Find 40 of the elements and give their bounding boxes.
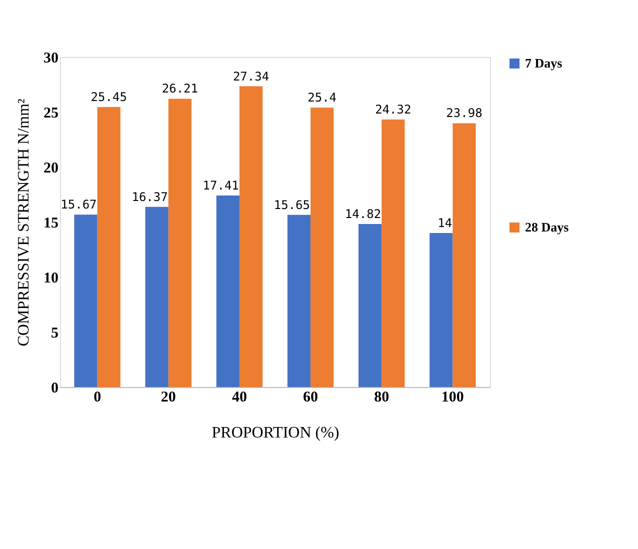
data-label: 17.41 [202, 178, 239, 192]
bar [382, 119, 405, 387]
data-label: 16.37 [132, 190, 168, 204]
data-label: 24.32 [375, 102, 412, 116]
x-tick-label: 100 [441, 390, 464, 406]
y-tick-label: 5 [51, 326, 58, 342]
data-label: 14.82 [344, 206, 382, 221]
data-label: 25.4 [308, 90, 337, 105]
x-tick-label: 20 [160, 390, 176, 406]
x-tick-label: 60 [303, 390, 318, 406]
data-label: 15.65 [274, 198, 310, 212]
bar [452, 123, 476, 387]
x-tick-label: 0 [94, 390, 102, 406]
bar [145, 206, 168, 387]
data-label: 25.45 [90, 90, 127, 104]
legend-label: 28 Days [525, 220, 569, 234]
data-label: 23.98 [446, 106, 482, 120]
bar [310, 108, 334, 387]
y-tick-label: 10 [44, 270, 58, 286]
bar [239, 86, 263, 387]
data-label: 15.67 [60, 198, 97, 212]
y-tick-label: 25 [44, 106, 58, 122]
y-axis-title: COMPRESSIVE STRENGTH N/mm² [16, 98, 32, 346]
legend-label: 7 Days [525, 56, 562, 70]
bar [74, 214, 98, 387]
y-tick-label: 20 [44, 160, 58, 176]
data-label: 14 [438, 216, 452, 230]
y-tick-label: 30 [44, 50, 58, 66]
x-tick-label: 80 [374, 390, 390, 406]
bar [168, 98, 192, 387]
bar [358, 224, 382, 387]
data-label: 26.21 [162, 82, 198, 96]
bar [216, 195, 240, 387]
bar [287, 214, 311, 387]
x-axis-title: PROPORTION (%) [212, 424, 340, 442]
y-tick-label: 15 [44, 216, 58, 232]
x-tick-label: 40 [232, 390, 247, 406]
bar [430, 233, 453, 387]
data-label: 27.34 [232, 69, 270, 84]
bar [97, 107, 120, 387]
